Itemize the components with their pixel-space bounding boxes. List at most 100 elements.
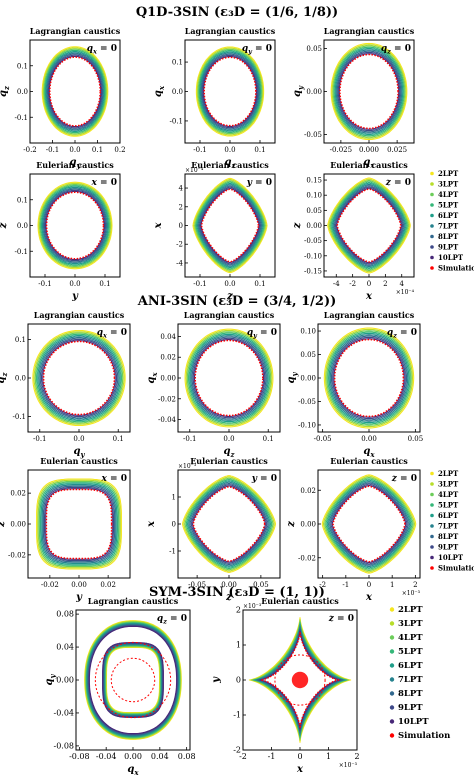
simulation-points [45, 191, 105, 260]
legend-label: 6LPT [438, 511, 459, 520]
series-line-10LPT [42, 340, 116, 416]
panel-title: Lagrangian caustics [30, 26, 121, 36]
y-tick-label: -0.10 [304, 252, 322, 260]
y-tick-label: 0.1 [17, 62, 28, 70]
series-line-8LPT [102, 643, 164, 717]
series-line-8LPT [42, 485, 116, 563]
y-tick-label: 0.00 [300, 375, 316, 383]
x-tick-label: 0.0 [69, 280, 80, 288]
series-line-3LPT [331, 44, 407, 139]
series-line-4LPT [85, 621, 181, 739]
plot-area [330, 42, 408, 141]
series-line-2LPT [248, 617, 352, 743]
y-axis-label: y [211, 676, 222, 684]
series-line-5LPT [330, 181, 408, 270]
y-exponent-label: ×10⁻³ [178, 463, 197, 470]
x-axis-label: qx [127, 764, 139, 777]
legend-label: 9LPT [438, 243, 459, 252]
axes-frame [75, 609, 191, 751]
series-line-5LPT [39, 482, 119, 566]
simulation-points [274, 654, 326, 706]
panel-title: Lagrangian caustics [185, 26, 276, 36]
simulation-points [110, 657, 156, 703]
series-line-7LPT [327, 480, 411, 568]
plot-area [192, 177, 268, 274]
panel-title: Eulerian caustics [36, 160, 114, 170]
legend-label: 6LPT [398, 661, 423, 671]
x-axis-label: qx [363, 157, 375, 170]
y-tick-label: -4 [176, 259, 183, 267]
y-tick-label: 0.10 [300, 328, 316, 336]
legend-label: 5LPT [438, 501, 459, 510]
legend-label: 5LPT [398, 647, 423, 657]
x-axis-label: y [71, 291, 79, 302]
simulation-points [200, 188, 260, 263]
series-line-2LPT [182, 475, 276, 573]
x-tick-label: -1 [342, 581, 349, 589]
y-tick-label: 0.1 [17, 196, 28, 204]
legend-marker-4LPT [389, 635, 395, 640]
legend-marker-8LPT [430, 234, 434, 239]
legend-label: 2LPT [398, 605, 423, 615]
series-line-2LPT [330, 42, 408, 141]
slice-label: x = 0 [91, 178, 117, 188]
series-line-5LPT [188, 332, 270, 424]
x-exponent-label: ×10⁻³ [339, 762, 358, 769]
slice-label: qz = 0 [157, 614, 187, 626]
series-line-9LPT [88, 625, 178, 735]
x-tick-label: -0.1 [33, 435, 47, 443]
y-tick-label: -0.08 [53, 741, 74, 750]
series-line-8LPT [39, 337, 119, 419]
legend-marker-3LPT [389, 621, 395, 626]
series-line-6LPT [40, 483, 118, 565]
y-tick-label: -0.10 [298, 421, 316, 429]
series-line-9LPT [192, 337, 266, 419]
series-line-4LPT [324, 476, 414, 572]
series-line-3LPT [33, 331, 125, 425]
y-tick-label: -1 [233, 711, 241, 720]
simulation-points [94, 641, 172, 719]
legend-marker-3LPT [430, 482, 434, 486]
x-exponent-label: ×10⁻³ [402, 590, 421, 597]
x-tick-label: 0.000 [359, 146, 379, 154]
series-line-7LPT [103, 643, 163, 717]
series-line-7LPT [46, 52, 104, 131]
x-axis-label: qy [69, 157, 81, 170]
series-line-2LPT [184, 328, 274, 428]
x-tick-label: -2 [319, 581, 326, 589]
legend-marker-7LPT [430, 224, 434, 228]
legend-marker-10LPT [430, 555, 434, 560]
y-tick-label: 0 [172, 521, 176, 529]
series-line-2LPT [195, 46, 265, 137]
x-tick-label: 0.0 [223, 435, 234, 443]
y-tick-label: 1 [172, 494, 176, 502]
x-tick-label: 4 [399, 280, 404, 288]
x-tick-label: 2 [354, 752, 359, 761]
legend-label: 2LPT [438, 469, 459, 478]
x-axis-label: x [296, 764, 304, 775]
legend-marker-9LPT [430, 545, 434, 549]
chart-panel-3: -0.1 0.0 0.1 -0.1 0.0 0.1 Eulerian caustics x =… [0, 160, 121, 302]
legend-label: 8LPT [398, 689, 423, 699]
x-axis-label: qz [224, 446, 236, 459]
series-line-10LPT [193, 339, 265, 417]
series-line-8LPT [87, 624, 179, 736]
series-line-8LPT [201, 53, 259, 130]
legend-label: 9LPT [438, 543, 459, 552]
legend-marker-5LPT [430, 203, 434, 207]
x-tick-label: -0.05 [188, 581, 206, 589]
section-title-sym: SYM-3SIN (ε₃D = (1, 1)) [149, 585, 325, 600]
legend-label: 4LPT [398, 633, 423, 643]
series-line-2LPT [36, 478, 122, 570]
series-line-8LPT [329, 482, 409, 566]
legend-marker-6LPT [430, 213, 434, 218]
series-line-7LPT [335, 49, 403, 134]
y-tick-label: 0.00 [306, 222, 322, 230]
legend-marker-2LPT [389, 607, 395, 612]
panel-title: Eulerian caustics [191, 160, 269, 170]
y-tick-label: -0.05 [298, 398, 316, 406]
legend-label: 3LPT [398, 619, 423, 629]
plot-area [41, 46, 109, 137]
slice-label: qz = 0 [381, 44, 411, 56]
